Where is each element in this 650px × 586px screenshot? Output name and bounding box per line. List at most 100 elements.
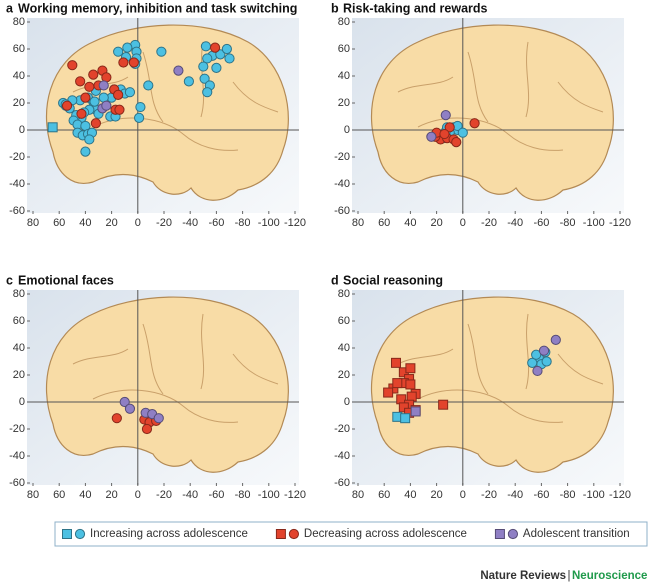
credit-journal: Nature Reviews	[480, 570, 566, 582]
y-tick-label: 0	[19, 396, 25, 408]
y-tick-label: 80	[338, 288, 350, 300]
x-tick-label: -120	[609, 489, 631, 501]
point	[202, 87, 213, 98]
point	[88, 69, 99, 80]
x-tick-label: -80	[560, 489, 576, 501]
panel: a Working memory, inhibition and task swi…	[6, 1, 306, 229]
point	[392, 378, 403, 389]
x-tick-label: -60	[533, 217, 549, 229]
point	[173, 65, 184, 76]
y-tick-label: -20	[9, 151, 25, 163]
legend-swatch	[288, 528, 300, 540]
legend-swatch	[74, 528, 86, 540]
point	[209, 42, 221, 53]
point	[114, 104, 125, 115]
brain-sulcus	[525, 313, 530, 390]
x-tick-label: -40	[182, 489, 198, 501]
point	[124, 87, 136, 98]
point	[532, 365, 543, 377]
x-tick-label: 20	[105, 217, 117, 229]
x-tick-label: -40	[182, 217, 198, 229]
y-tick-label: -40	[9, 178, 25, 190]
y-tick-label: 60	[338, 43, 350, 55]
x-tick-label: -20	[481, 489, 497, 501]
point	[128, 57, 139, 68]
point	[98, 80, 109, 91]
point	[400, 413, 411, 424]
y-tick-label: 60	[13, 43, 25, 55]
brain-sulcus	[232, 353, 279, 385]
point	[444, 122, 455, 133]
y-tick-label: 20	[13, 97, 25, 109]
y-tick-label: -20	[9, 423, 25, 435]
y-tick-label: -40	[334, 178, 350, 190]
x-tick-label: -80	[235, 489, 251, 501]
point	[550, 334, 561, 345]
brain	[370, 24, 614, 201]
x-tick-label: -40	[507, 217, 523, 229]
y-tick-label: 80	[338, 16, 350, 28]
point	[67, 60, 78, 71]
y-tick-label: 40	[13, 70, 25, 82]
legend-label: Decreasing across adolescence	[304, 528, 467, 540]
x-tick-label: 0	[460, 217, 466, 229]
point	[439, 128, 450, 140]
x-tick-label: 0	[460, 489, 466, 501]
brain-outline	[45, 296, 289, 473]
y-tick-label: -60	[334, 477, 350, 489]
point	[80, 146, 91, 157]
y-tick-label: -20	[334, 423, 350, 435]
x-tick-label: -60	[208, 217, 224, 229]
x-tick-label: -100	[258, 217, 280, 229]
y-tick-label: -20	[334, 151, 350, 163]
x-tick-label: 60	[53, 217, 65, 229]
brain-sulcus	[232, 81, 279, 113]
point	[224, 53, 235, 64]
y-tick-label: 0	[344, 396, 350, 408]
legend-box	[54, 521, 648, 547]
point	[440, 110, 451, 121]
brain-sulcus	[397, 348, 454, 365]
y-tick-label: 60	[13, 315, 25, 327]
point	[111, 413, 122, 424]
y-tick-label: 80	[13, 288, 25, 300]
point	[80, 92, 91, 103]
legend-label: Adolescent transition	[523, 528, 630, 540]
x-tick-label: -80	[560, 217, 576, 229]
point	[143, 80, 154, 91]
point	[198, 61, 209, 72]
brain-sulcus	[557, 353, 604, 385]
y-tick-label: 0	[344, 124, 350, 136]
point	[135, 101, 146, 113]
point	[90, 118, 101, 129]
x-tick-label: 0	[135, 489, 141, 501]
x-tick-label: -100	[258, 489, 280, 501]
point	[202, 53, 213, 64]
point	[119, 396, 130, 408]
y-tick-label: 20	[13, 369, 25, 381]
point	[156, 46, 167, 57]
point	[199, 73, 210, 84]
y-tick-label: 80	[13, 16, 25, 28]
x-tick-label: -120	[284, 489, 306, 501]
y-tick-label: 60	[338, 315, 350, 327]
y-tick-label: 0	[19, 124, 25, 136]
brain-sulcus	[417, 389, 564, 423]
x-tick-label: -60	[208, 489, 224, 501]
point	[113, 46, 124, 57]
point	[398, 402, 409, 413]
credit-section: Neuroscience	[572, 570, 647, 582]
point	[390, 357, 401, 368]
point	[211, 62, 222, 74]
x-tick-label: -120	[609, 217, 631, 229]
panel-label: d	[331, 273, 339, 287]
point	[405, 363, 416, 374]
y-tick-label: -40	[334, 450, 350, 462]
y-tick-label: 40	[338, 70, 350, 82]
x-tick-label: 80	[352, 489, 364, 501]
point	[122, 42, 133, 53]
